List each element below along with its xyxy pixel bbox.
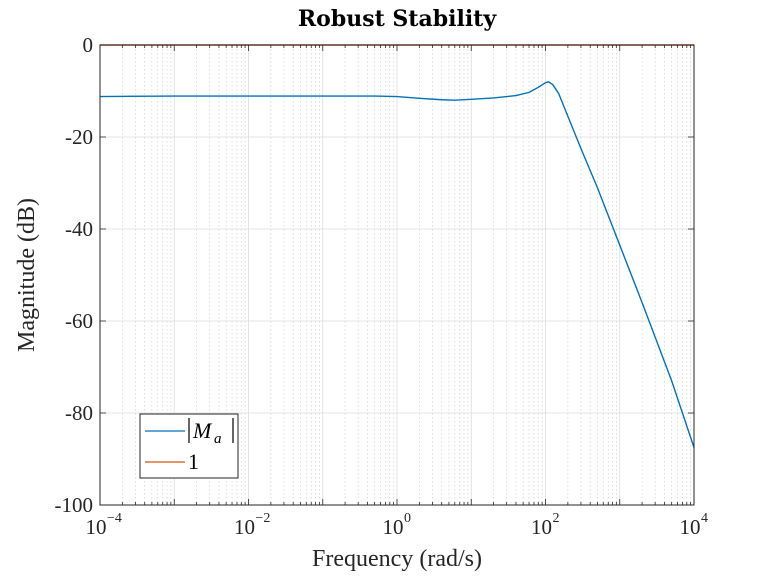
x-tick-label-base: 10 <box>680 515 701 539</box>
x-tick-label: 10 2 <box>531 511 560 539</box>
x-tick-labels: 10 −4 10 −2 10 0 10 2 10 4 <box>86 511 709 539</box>
x-tick-label: 10 4 <box>680 511 709 539</box>
x-tick-label: 10 −4 <box>86 511 122 539</box>
legend: M a 1 <box>139 413 239 479</box>
legend-label-ma: M a <box>188 418 234 447</box>
y-axis-label: Magnitude (dB) <box>14 198 40 352</box>
x-tick-label-exponent: −4 <box>107 511 122 526</box>
y-tick-label: -100 <box>55 493 94 517</box>
y-tick-label: -20 <box>65 125 93 149</box>
x-tick-label-exponent: 4 <box>701 511 708 526</box>
legend-label-one: 1 <box>188 449 199 474</box>
x-axis-label: Frequency (rad/s) <box>312 546 482 572</box>
x-tick-label-exponent: −2 <box>256 511 271 526</box>
y-tick-labels: 0 -20 -40 -60 -80 -100 <box>55 33 94 517</box>
y-tick-label: -80 <box>65 401 93 425</box>
x-tick-label-base: 10 <box>86 515 107 539</box>
minor-grid <box>122 45 691 505</box>
chart-title: Robust Stability <box>298 6 497 32</box>
legend-label-ma-sub: a <box>214 431 222 447</box>
series-line-ma <box>99 81 695 448</box>
x-tick-label: 10 0 <box>383 511 412 539</box>
x-tick-label-base: 10 <box>234 515 255 539</box>
x-tick-label: 10 −2 <box>234 511 270 539</box>
y-tick-label: -60 <box>65 309 93 333</box>
x-tick-label-exponent: 2 <box>553 511 560 526</box>
y-tick-label: -40 <box>65 217 93 241</box>
tick-marks <box>99 44 695 506</box>
legend-label-ma-main: M <box>192 418 213 443</box>
y-tick-label: 0 <box>83 33 94 57</box>
x-tick-label-base: 10 <box>531 515 552 539</box>
x-tick-label-base: 10 <box>383 515 404 539</box>
x-tick-label-exponent: 0 <box>404 511 411 526</box>
